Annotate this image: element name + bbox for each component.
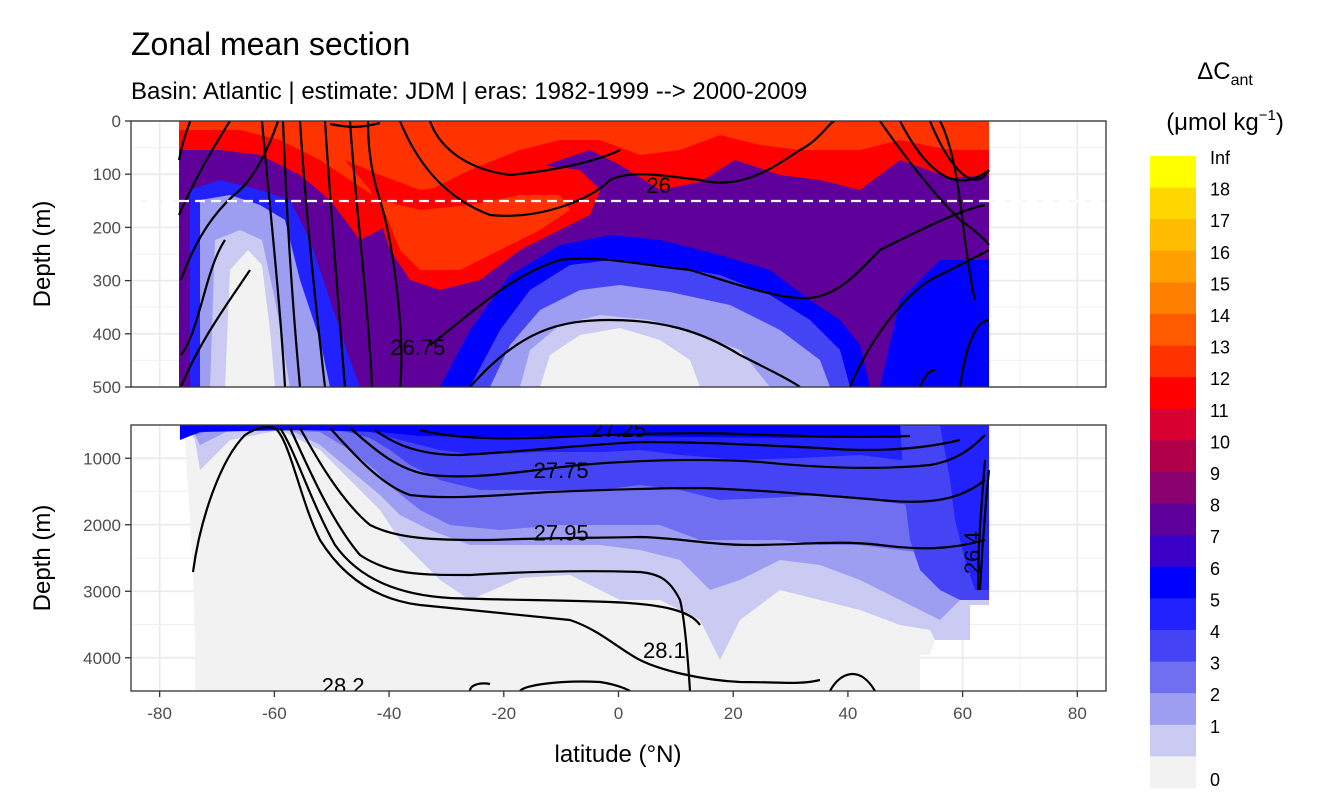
legend-key-swatch <box>1150 724 1196 757</box>
legend-unit-superscript: −1 <box>1259 107 1276 124</box>
y-tick-label: 1000 <box>83 449 121 468</box>
x-axis: -80 -60 -40 -20 0 20 40 60 80 <box>147 691 1087 723</box>
legend-key-swatch <box>1150 250 1196 283</box>
upper-y-axis: 0 100 200 300 400 500 <box>93 112 131 397</box>
x-tick-label: -80 <box>147 704 172 723</box>
legend-key-label: 12 <box>1210 369 1230 389</box>
chart-subtitle: Basin: Atlantic | estimate: JDM | eras: … <box>131 78 807 105</box>
legend-key-swatch <box>1150 503 1196 536</box>
upper-panel-border <box>130 120 1107 388</box>
y-tick-label: 200 <box>93 218 121 237</box>
field-top-grey-south <box>225 250 275 387</box>
legend-key-swatch <box>1150 282 1196 315</box>
legend-key-label: 4 <box>1210 622 1220 642</box>
legend-key-label: 8 <box>1210 496 1220 516</box>
contour-label: 27.95 <box>534 521 589 546</box>
legend-key-label: 13 <box>1210 338 1230 358</box>
legend-key-swatch <box>1150 630 1196 663</box>
y-tick-label: 0 <box>112 112 121 131</box>
lower-panel-contours <box>191 426 991 691</box>
x-tick-label: -20 <box>492 704 517 723</box>
legend-key-swatch <box>1150 408 1196 441</box>
legend-key-swatch <box>1150 377 1196 410</box>
legend-key-label: 11 <box>1210 401 1229 421</box>
field-top-blue-north <box>880 260 989 387</box>
legend-key-label: 16 <box>1210 243 1230 263</box>
y-tick-label: 2000 <box>83 516 121 535</box>
legend-key-label: 14 <box>1210 306 1230 326</box>
legend-key-swatch <box>1150 598 1196 631</box>
chart-title: Zonal mean section <box>131 26 410 62</box>
y-tick-label: 400 <box>93 325 121 344</box>
contour-label: 26.75 <box>390 335 445 360</box>
lower-y-axis-title: Depth (m) <box>29 505 56 612</box>
upper-contour-labels: 26 26.75 <box>390 173 671 360</box>
legend-key-label: 17 <box>1210 211 1230 231</box>
legend-unit-post: ) <box>1276 109 1284 136</box>
lower-y-axis: 1000 2000 3000 4000 <box>83 449 131 668</box>
contour-label: 26 <box>646 173 670 198</box>
legend-key-label: 7 <box>1210 527 1220 547</box>
legend-unit: (μmol kg−1) <box>1166 107 1284 136</box>
y-tick-label: 100 <box>93 165 121 184</box>
x-tick-label: 80 <box>1068 704 1087 723</box>
legend-key-label: 1 <box>1210 717 1220 737</box>
x-tick-label: -60 <box>262 704 287 723</box>
legend-key-swatch <box>1150 756 1196 789</box>
legend-key-swatch <box>1150 187 1196 220</box>
legend-title: ΔCant <box>1197 58 1253 89</box>
legend-key-label: Inf <box>1210 148 1231 168</box>
contour-label: 27.25 <box>591 417 646 442</box>
legend-key-label: 3 <box>1210 654 1220 674</box>
upper-y-axis-title: Depth (m) <box>29 201 56 308</box>
legend: ΔCant (μmol kg−1) Inf1817161514131211109… <box>1150 58 1284 790</box>
legend-key-swatch <box>1150 440 1196 473</box>
legend-key-label: 9 <box>1210 464 1220 484</box>
y-tick-label: 300 <box>93 272 121 291</box>
legend-key-label: 2 <box>1210 685 1220 705</box>
x-tick-label: 0 <box>614 704 623 723</box>
contour-label: 27.75 <box>534 458 589 483</box>
legend-key-swatch <box>1150 535 1196 568</box>
legend-key-swatch <box>1150 472 1196 505</box>
legend-key-label: 5 <box>1210 590 1220 610</box>
legend-key-swatch <box>1150 156 1196 189</box>
contour-label: 28.2 <box>322 674 365 699</box>
y-tick-label: 3000 <box>83 582 121 601</box>
legend-title-main: ΔC <box>1197 58 1230 85</box>
field-top-grey-dome <box>540 328 700 387</box>
upper-panel-field: 26 26.75 <box>131 121 1106 387</box>
legend-key-label: 6 <box>1210 559 1220 579</box>
legend-key-swatch <box>1150 693 1196 726</box>
x-tick-label: -40 <box>377 704 402 723</box>
legend-title-subscript: ant <box>1231 72 1254 89</box>
legend-key-label: 10 <box>1210 432 1230 452</box>
field-top-orange-tongue <box>380 195 570 270</box>
x-axis-title: latitude (°N) <box>555 741 682 768</box>
legend-key-swatch <box>1150 219 1196 252</box>
legend-key-label: 18 <box>1210 180 1230 200</box>
contour-label: 28.1 <box>643 638 686 663</box>
upper-panel-contours <box>177 121 990 387</box>
x-tick-label: 40 <box>838 704 857 723</box>
contour-label: 26.4 <box>960 531 985 574</box>
legend-key-swatch <box>1150 314 1196 347</box>
legend-key-label: 15 <box>1210 274 1230 294</box>
y-tick-label: 500 <box>93 378 121 397</box>
legend-key-swatch <box>1150 345 1196 378</box>
y-tick-label: 4000 <box>83 649 121 668</box>
legend-key-label: 0 <box>1210 770 1220 790</box>
legend-key-swatch <box>1150 566 1196 599</box>
upper-panel: 26 26.75 <box>130 120 1107 388</box>
legend-unit-pre: (μmol kg <box>1166 109 1259 136</box>
x-tick-label: 60 <box>953 704 972 723</box>
x-tick-label: 20 <box>724 704 743 723</box>
field-bottom-blue-north-deep <box>940 425 989 590</box>
legend-key-swatch <box>1150 661 1196 694</box>
